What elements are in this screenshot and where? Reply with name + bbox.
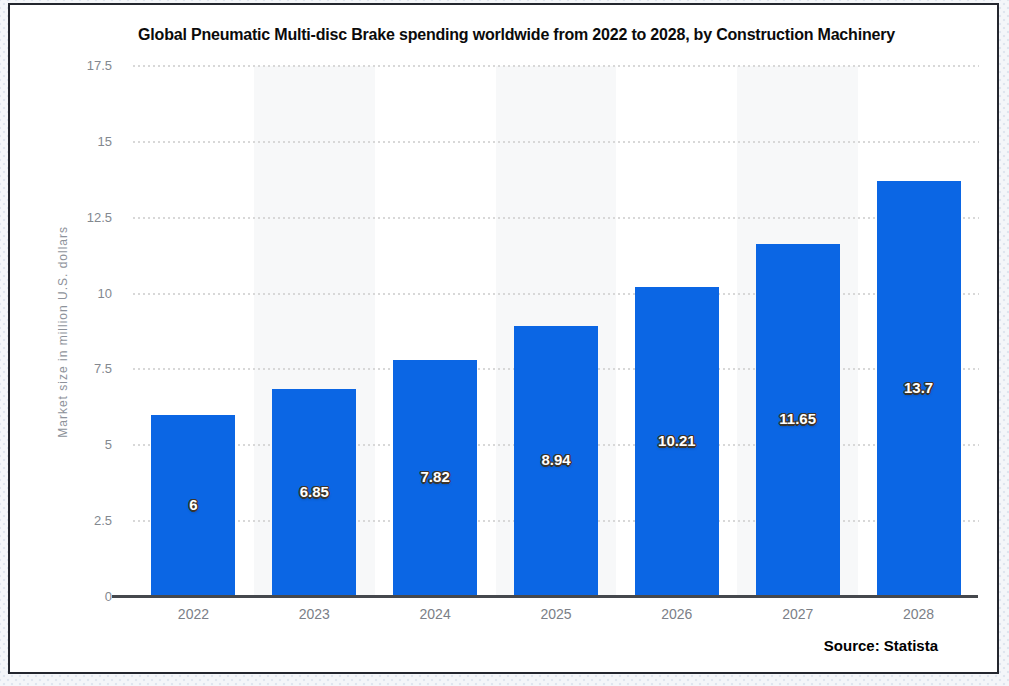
x-tick-label: 2024 bbox=[375, 606, 496, 622]
gridline bbox=[133, 217, 979, 219]
gridline bbox=[133, 65, 979, 67]
gridline bbox=[133, 141, 979, 143]
bar-value-label: 6 bbox=[151, 496, 235, 513]
x-tick-label: 2026 bbox=[616, 606, 737, 622]
source-note: Source: Statista bbox=[824, 637, 938, 654]
plot-area: 0 2.5 5 7.5 10 12.5 15 17.5 6 2022 6.85 2023 7.82 202… bbox=[0, 0, 1009, 686]
y-tick-label: 15 bbox=[50, 134, 112, 149]
x-tick-label: 2025 bbox=[496, 606, 617, 622]
bar-value-label: 8.94 bbox=[514, 451, 598, 468]
x-axis-line bbox=[112, 595, 978, 598]
y-tick-label: 10 bbox=[50, 286, 112, 301]
y-tick-label: 5 bbox=[50, 437, 112, 452]
bar-value-label: 7.82 bbox=[393, 468, 477, 485]
bar-value-label: 10.21 bbox=[635, 432, 719, 449]
y-tick-label: 0 bbox=[50, 589, 112, 604]
y-tick-label: 2.5 bbox=[50, 513, 112, 528]
bar-value-label: 13.7 bbox=[877, 379, 961, 396]
chart-image: Global Pneumatic Multi-disc Brake spendi… bbox=[0, 0, 1009, 686]
y-tick-label: 7.5 bbox=[50, 361, 112, 376]
x-tick-label: 2027 bbox=[737, 606, 858, 622]
bar-value-label: 11.65 bbox=[756, 410, 840, 427]
x-tick-label: 2028 bbox=[858, 606, 979, 622]
x-tick-label: 2023 bbox=[254, 606, 375, 622]
y-tick-label: 12.5 bbox=[50, 210, 112, 225]
x-tick-label: 2022 bbox=[133, 606, 254, 622]
bar-value-label: 6.85 bbox=[272, 483, 356, 500]
y-tick-label: 17.5 bbox=[50, 58, 112, 73]
gridline bbox=[133, 293, 979, 295]
